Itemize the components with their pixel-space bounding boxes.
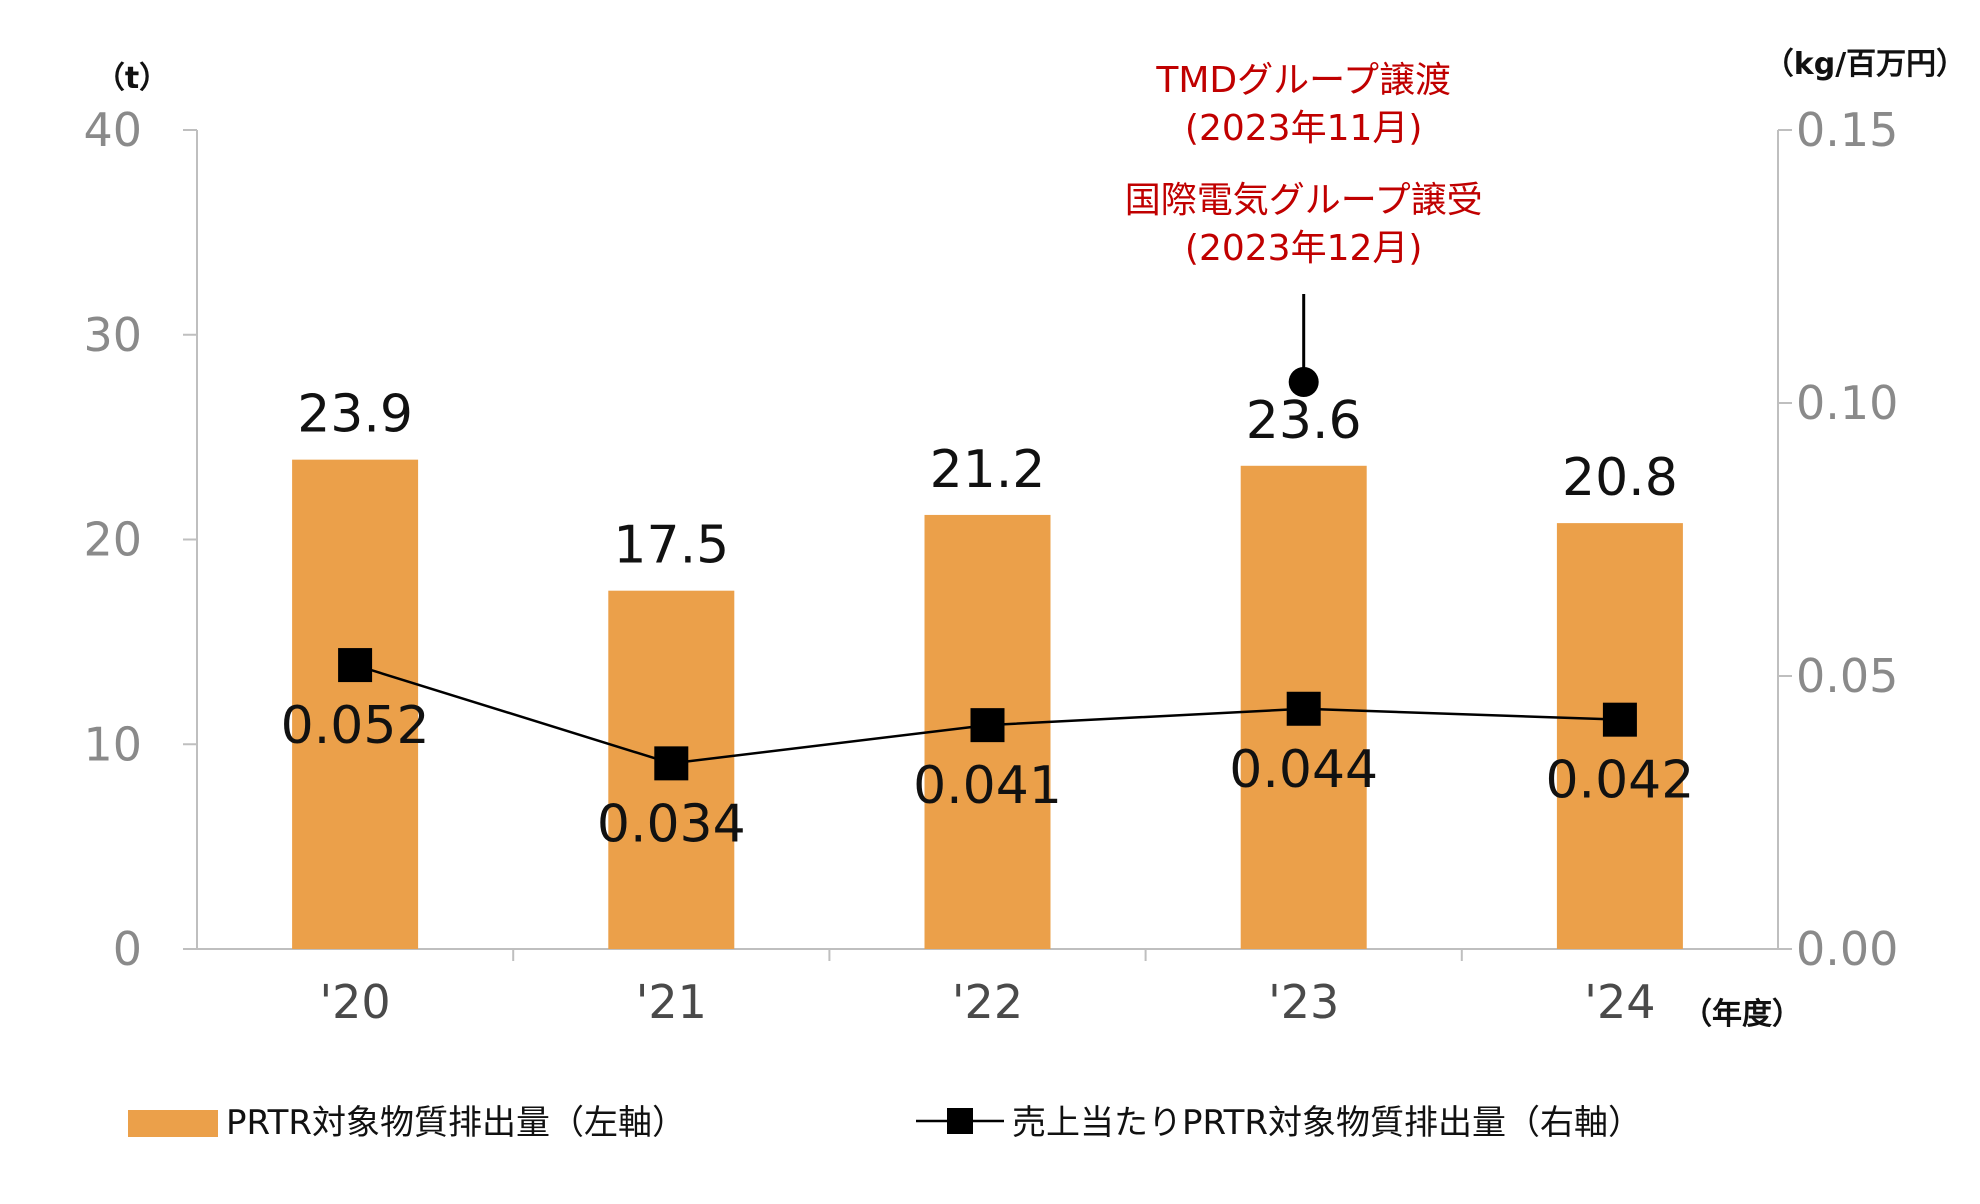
line-value-label: 0.052	[281, 696, 430, 756]
line-value-label: 0.034	[597, 794, 746, 854]
annotation-text: (2023年11月)	[1185, 108, 1423, 149]
line-marker	[1602, 702, 1637, 737]
annotation-text: TMDグループ譲渡	[1155, 60, 1451, 101]
right-tick-label: 0.10	[1796, 376, 1898, 430]
bar-value-label: 23.9	[297, 385, 413, 445]
annotation-text: (2023年12月)	[1185, 228, 1423, 269]
left-tick-label: 20	[83, 513, 142, 567]
right-tick-label: 0.00	[1796, 922, 1898, 976]
right-tick-label: 0.15	[1796, 103, 1898, 157]
left-tick-label: 0	[113, 922, 142, 976]
bar-value-label: 23.6	[1246, 391, 1362, 451]
line-marker	[654, 746, 689, 781]
right-axis-unit: （kg/百万円）	[1764, 47, 1966, 82]
line-marker	[338, 648, 373, 683]
line-value-label: 0.041	[913, 756, 1062, 816]
bar-value-label: 20.8	[1562, 448, 1678, 508]
bar	[292, 459, 419, 949]
x-tick-label: '24	[1584, 975, 1655, 1029]
legend-label-line: 売上当たりPRTR対象物質排出量（右軸）	[1012, 1103, 1642, 1143]
line-value-label: 0.044	[1229, 740, 1378, 800]
bar-value-label: 21.2	[930, 440, 1046, 500]
annotation-pointer-dot	[1288, 367, 1319, 397]
x-tick-label: '22	[952, 975, 1023, 1029]
x-tick-label: '20	[320, 975, 391, 1029]
line-value-label: 0.042	[1545, 751, 1694, 811]
x-tick-label: '23	[1268, 975, 1339, 1029]
line-marker	[970, 708, 1005, 743]
legend-swatch-marker	[947, 1108, 973, 1134]
left-tick-label: 10	[83, 717, 142, 771]
left-tick-label: 30	[83, 308, 142, 362]
legend-swatch-bar	[128, 1110, 218, 1137]
right-tick-label: 0.05	[1796, 649, 1898, 703]
left-tick-label: 40	[83, 103, 142, 157]
legend-label-bar: PRTR対象物質排出量（左軸）	[226, 1103, 686, 1143]
annotation-text: 国際電気グループ譲受	[1125, 180, 1483, 221]
bar-value-label: 17.5	[613, 516, 729, 576]
x-axis-unit: （年度）	[1682, 997, 1802, 1032]
left-axis-unit: （t）	[95, 61, 169, 96]
x-tick-label: '21	[636, 975, 707, 1029]
line-marker	[1286, 691, 1321, 726]
